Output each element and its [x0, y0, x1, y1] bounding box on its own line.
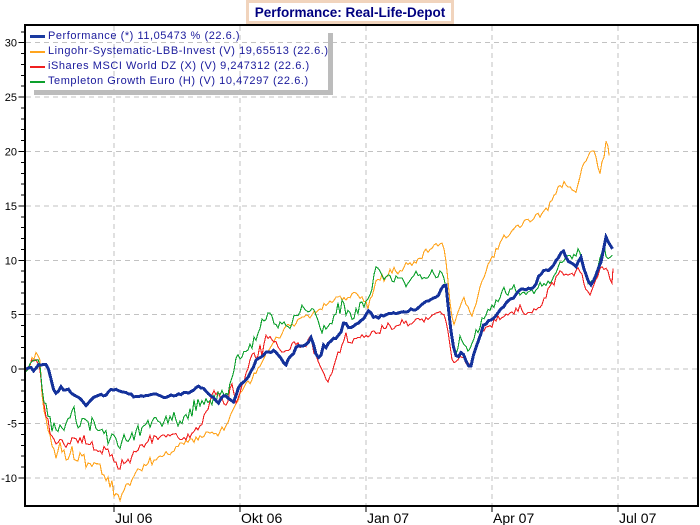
svg-text:Okt 06: Okt 06	[241, 510, 282, 525]
svg-text:25: 25	[5, 92, 17, 104]
svg-text:30: 30	[5, 38, 17, 50]
svg-text:5: 5	[11, 310, 17, 322]
svg-text:15: 15	[5, 201, 17, 213]
svg-text:Apr 07: Apr 07	[493, 510, 534, 525]
svg-text:Jan 07: Jan 07	[367, 510, 409, 525]
svg-text:10: 10	[5, 255, 17, 267]
svg-text:-5: -5	[7, 419, 17, 431]
svg-text:-10: -10	[1, 473, 17, 485]
svg-text:0: 0	[11, 364, 17, 376]
svg-text:Jul 06: Jul 06	[115, 510, 153, 525]
svg-text:Jul 07: Jul 07	[619, 510, 657, 525]
svg-text:20: 20	[5, 147, 17, 159]
